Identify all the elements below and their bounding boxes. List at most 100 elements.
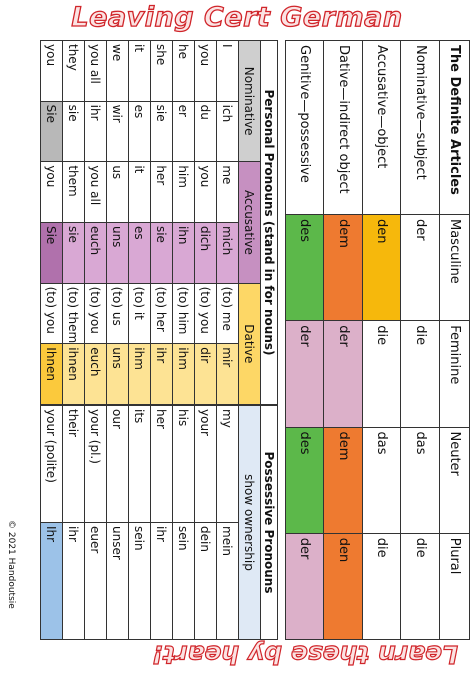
pronoun-cell: mich (216, 222, 239, 284)
pronoun-cell: sie (150, 222, 173, 284)
section-title: Personal Pronouns (stand in for nouns) (260, 40, 278, 405)
pronoun-cell: ich (216, 101, 239, 162)
article-cell: die (362, 320, 401, 427)
possessive-cell: ihr (150, 522, 173, 640)
possessive-cell: my (216, 405, 239, 523)
possessive-pronouns-table: Possessive Pronouns show ownership my mein y… (40, 405, 278, 640)
pronoun-cell: ihr (84, 101, 107, 162)
possessive-cell: Ihr (40, 522, 63, 640)
pronoun-row: you du you dich (to) you dir (194, 40, 217, 405)
column-header: Plural (439, 533, 470, 640)
article-cell: das (400, 427, 440, 534)
table-title: The Definite Articles (439, 40, 470, 215)
pronoun-row: they sie them sie (to) them ihnen (62, 40, 85, 405)
pronoun-cell: Sie (40, 222, 63, 284)
title-row: Possessive Pronouns (260, 405, 278, 640)
pronoun-cell: (to) you (84, 283, 107, 344)
pronoun-cell: es (128, 101, 151, 162)
pronoun-cell: it (128, 161, 151, 223)
pronoun-cell: dir (194, 343, 217, 405)
subtitle-row: show ownership (238, 405, 261, 640)
article-cell: das (362, 427, 401, 534)
pronoun-cell: sie (150, 101, 173, 162)
pronoun-cell: he (172, 40, 195, 102)
pronoun-row: you all ihr you all euch (to) you euch (84, 40, 107, 405)
column-header: Neuter (439, 427, 470, 534)
case-label: Accusative—object (362, 40, 401, 215)
possessive-row: our unser (106, 405, 129, 640)
pronoun-cell: you all (84, 40, 107, 102)
pronoun-row: we wir us uns (to) us uns (106, 40, 129, 405)
possessive-cell: dein (194, 522, 217, 640)
copyright: © 2021 Handoutsie (6, 520, 16, 609)
pronoun-cell: you (194, 40, 217, 102)
page-title: Leaving Cert German (71, 1, 403, 33)
case-header: Nominative (238, 40, 261, 162)
possessive-row: his sein (172, 405, 195, 640)
article-cell: dem (324, 427, 363, 534)
possessive-row: its sein (128, 405, 151, 640)
pronoun-cell: (to) us (106, 283, 129, 344)
possessive-cell: your (polite) (40, 405, 63, 523)
article-row: Dative—indirect object dem der dem den (324, 40, 363, 640)
pronoun-row: he er him ihn (to) him ihm (172, 40, 195, 405)
pronoun-cell: uns (106, 343, 129, 405)
pronoun-cell: ihm (128, 343, 151, 405)
pronoun-cell: mir (216, 343, 239, 405)
article-cell: der (324, 320, 363, 427)
pronoun-cell: (to) him (172, 283, 195, 344)
pronoun-cell: (to) you (40, 283, 63, 344)
possessive-row: your (polite) Ihr (40, 405, 63, 640)
column-header: Masculine (439, 214, 470, 321)
possessive-row: their ihr (62, 405, 85, 640)
case-header: Dative (238, 283, 261, 405)
pronoun-cell: sie (62, 222, 85, 284)
pronoun-cell: euch (84, 222, 107, 284)
case-label: Dative—indirect object (324, 40, 363, 215)
article-row: Nominative—subject der die das die (400, 40, 440, 640)
pronoun-section: Personal Pronouns (stand in for nouns) No… (40, 40, 278, 640)
document: The Definite Articles Masculine Feminine Ne… (30, 40, 470, 640)
possessive-cell: his (172, 405, 195, 523)
article-cell: die (362, 533, 401, 640)
pronoun-cell: me (216, 161, 239, 223)
article-cell: dem (324, 214, 363, 321)
possessive-row: your dein (194, 405, 217, 640)
pronoun-cell: uns (106, 222, 129, 284)
personal-pronouns-table: Personal Pronouns (stand in for nouns) No… (40, 40, 278, 405)
possessive-cell: your (194, 405, 217, 523)
pronoun-cell: her (150, 161, 173, 223)
possessive-cell: mein (216, 522, 239, 640)
possessive-cell: our (106, 405, 129, 523)
article-cell: den (362, 214, 401, 321)
pronoun-cell: er (172, 101, 195, 162)
possessive-cell: ihr (62, 522, 85, 640)
article-cell: der (285, 320, 324, 427)
pronoun-cell: him (172, 161, 195, 223)
possessive-row: your (pl.) euer (84, 405, 107, 640)
possessive-row: my mein (216, 405, 239, 640)
pronoun-cell: (to) her (150, 283, 173, 344)
article-cell: die (400, 320, 440, 427)
possessive-cell: your (pl.) (84, 405, 107, 523)
possessive-cell: their (62, 405, 85, 523)
pronoun-cell: ihm (172, 343, 195, 405)
article-cell: die (400, 533, 440, 640)
pronoun-cell: (to) me (216, 283, 239, 344)
case-header: Accusative (238, 161, 261, 284)
section-title: Possessive Pronouns (260, 405, 278, 640)
pronoun-cell: sie (62, 101, 85, 162)
pronoun-cell: she (150, 40, 173, 102)
title-row: Personal Pronouns (stand in for nouns) (260, 40, 278, 405)
pronoun-cell: I (216, 40, 239, 102)
possessive-row: her ihr (150, 405, 173, 640)
pronoun-cell: you (194, 161, 217, 223)
pronoun-cell: ihnen (62, 343, 85, 405)
article-cell: den (324, 533, 363, 640)
pronoun-row: you Sie you Sie (to) you Ihnen (40, 40, 63, 405)
possessive-cell: sein (128, 522, 151, 640)
pronoun-row: she sie her sie (to) her ihr (150, 40, 173, 405)
pronoun-cell: du (194, 101, 217, 162)
header-row: The Definite Articles Masculine Feminine Ne… (439, 40, 470, 640)
